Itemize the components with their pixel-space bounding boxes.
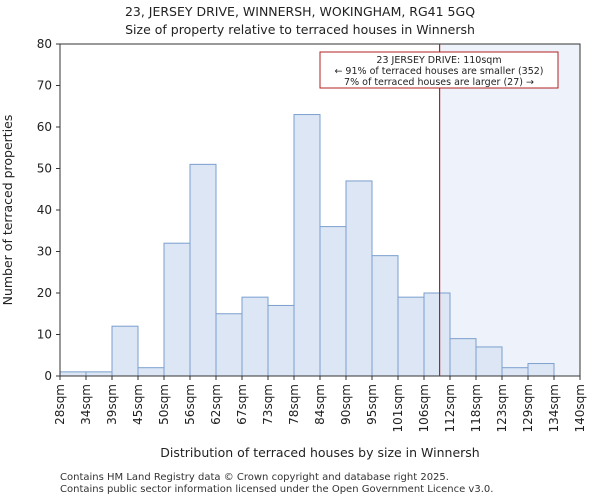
bar-62sqm bbox=[215, 313, 243, 377]
x-tick-label: 28sqm bbox=[53, 384, 67, 425]
bar-67sqm bbox=[241, 296, 269, 377]
larger-region-shade bbox=[439, 44, 580, 376]
x-tick-label: 140sqm bbox=[573, 384, 587, 432]
bar-45sqm bbox=[137, 367, 165, 377]
bar-106sqm bbox=[423, 292, 451, 377]
x-tick-label: 101sqm bbox=[391, 384, 405, 432]
bar-129sqm bbox=[527, 363, 555, 377]
x-tick-label: 45sqm bbox=[131, 384, 145, 425]
x-tick-label: 67sqm bbox=[235, 384, 249, 425]
y-tick-label: 80 bbox=[37, 37, 52, 51]
chart-subtitle: Size of property relative to terraced ho… bbox=[125, 22, 475, 37]
x-tick-label: 39sqm bbox=[105, 384, 119, 425]
footer-line-2: Contains public sector information licen… bbox=[60, 484, 494, 495]
x-tick-label: 129sqm bbox=[521, 384, 535, 432]
x-tick-label: 134sqm bbox=[547, 384, 561, 432]
bar-123sqm bbox=[501, 367, 529, 377]
bar-28sqm bbox=[59, 371, 87, 377]
annotation-line-3: 7% of terraced houses are larger (27) → bbox=[344, 77, 534, 88]
bar-101sqm bbox=[397, 296, 425, 377]
x-tick-label: 106sqm bbox=[417, 384, 431, 432]
x-tick-label: 118sqm bbox=[469, 384, 483, 432]
y-tick-label: 70 bbox=[37, 79, 52, 93]
x-tick-label: 73sqm bbox=[261, 384, 275, 425]
x-tick-label: 56sqm bbox=[183, 384, 197, 425]
bar-50sqm bbox=[163, 242, 191, 377]
x-tick-label: 34sqm bbox=[79, 384, 93, 425]
x-tick-label: 62sqm bbox=[209, 384, 223, 425]
chart-title: 23, JERSEY DRIVE, WINNERSH, WOKINGHAM, R… bbox=[124, 4, 476, 19]
annotation-line-2: ← 91% of terraced houses are smaller (35… bbox=[334, 66, 543, 77]
y-tick-label: 0 bbox=[44, 369, 52, 383]
x-tick-label: 112sqm bbox=[443, 384, 457, 432]
y-axis-label: Number of terraced properties bbox=[0, 115, 15, 306]
bar-39sqm bbox=[111, 325, 139, 377]
bar-84sqm bbox=[319, 226, 347, 377]
annotation-line-1: 23 JERSEY DRIVE: 110sqm bbox=[376, 55, 501, 66]
bar-118sqm bbox=[475, 346, 503, 377]
y-tick-label: 30 bbox=[37, 245, 52, 259]
y-tick-label: 40 bbox=[37, 203, 52, 217]
bar-56sqm bbox=[189, 163, 217, 377]
x-tick-label: 84sqm bbox=[313, 384, 327, 425]
annotation-box bbox=[319, 51, 559, 89]
bar-90sqm bbox=[345, 180, 373, 377]
bar-34sqm bbox=[85, 371, 113, 377]
x-tick-label: 123sqm bbox=[495, 384, 509, 432]
x-tick-label: 90sqm bbox=[339, 384, 353, 425]
bar-95sqm bbox=[371, 255, 399, 377]
footer-line-1: Contains HM Land Registry data © Crown c… bbox=[60, 472, 449, 483]
y-tick-label: 10 bbox=[37, 328, 52, 342]
y-tick-label: 50 bbox=[37, 162, 52, 176]
y-tick-label: 20 bbox=[37, 286, 52, 300]
bar-78sqm bbox=[293, 114, 321, 377]
bar-73sqm bbox=[267, 304, 295, 377]
bar-112sqm bbox=[449, 338, 477, 377]
x-axis-label: Distribution of terraced houses by size … bbox=[160, 445, 479, 460]
x-tick-label: 78sqm bbox=[287, 384, 301, 425]
x-tick-label: 50sqm bbox=[157, 384, 171, 425]
y-tick-label: 60 bbox=[37, 120, 52, 134]
x-tick-label: 95sqm bbox=[365, 384, 379, 425]
